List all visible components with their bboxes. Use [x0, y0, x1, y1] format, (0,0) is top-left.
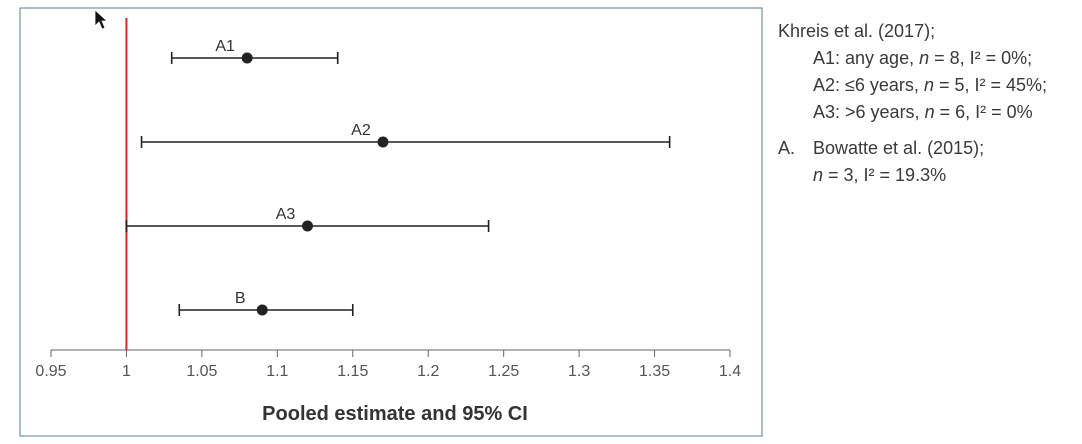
estimates: A1 A2 A3 B	[125, 38, 671, 316]
x-tick-label: 1.4	[719, 363, 741, 380]
legend-n: n	[919, 48, 930, 68]
legend-group2-title: Bowatte et al. (2015);	[813, 138, 985, 158]
x-tick-label: 1.3	[568, 363, 590, 380]
legend-group2-marker: A.	[778, 138, 796, 158]
legend-n: n	[924, 102, 935, 122]
mouse-pointer-icon	[94, 9, 109, 30]
x-tick-label: 1	[122, 363, 131, 380]
x-axis-title: Pooled estimate and 95% CI	[262, 403, 528, 425]
series-label: A2	[351, 122, 371, 139]
legend: Khreis et al. (2017); A1: any age, n = 8…	[778, 18, 1047, 189]
plot-frame	[19, 7, 763, 437]
estimate-point	[377, 136, 389, 148]
estimate-point	[302, 220, 314, 232]
x-axis: 0.95 1 1.05 1.1 1.15 1.2 1.25 1.3 1.35 1.4	[35, 349, 741, 380]
legend-group2-title-line: A. Bowatte et al. (2015);	[778, 135, 1047, 162]
x-tick-label: 1.2	[417, 363, 439, 380]
x-tick-label: 1.1	[266, 363, 288, 380]
legend-group1-title: Khreis et al. (2017);	[778, 21, 936, 41]
x-tick-label: 1.15	[337, 363, 368, 380]
legend-item-label: A3: >6 years,	[813, 102, 920, 122]
x-tick-label: 1.05	[186, 363, 217, 380]
series-label: B	[235, 290, 246, 307]
estimate-point	[256, 304, 268, 316]
series-label: A3	[276, 206, 296, 223]
legend-item-stats: = 6, I² = 0%	[934, 102, 1033, 122]
series-label: A1	[215, 38, 235, 55]
legend-n: n	[923, 75, 934, 95]
legend-group2-stats: n = 3, I² = 19.3%	[778, 162, 1047, 189]
x-tick-label: 1.25	[488, 363, 519, 380]
legend-item-a3: A3: >6 years, n = 6, I² = 0%	[778, 99, 1047, 126]
legend-item-label: A1: any age,	[813, 48, 915, 68]
legend-item-label: A2: ≤6 years,	[813, 75, 919, 95]
legend-item-a1: A1: any age, n = 8, I² = 0%;	[778, 45, 1047, 72]
legend-item-stats: = 5, I² = 45%;	[933, 75, 1048, 95]
legend-item-stats: = 8, I² = 0%;	[929, 48, 1033, 68]
legend-item-a2: A2: ≤6 years, n = 5, I² = 45%;	[778, 72, 1047, 99]
estimate-point	[241, 52, 253, 64]
legend-n: n	[813, 165, 824, 185]
x-tick-label: 1.35	[639, 363, 670, 380]
legend-item-stats: = 3, I² = 19.3%	[823, 165, 947, 185]
x-tick-label: 0.95	[35, 363, 66, 380]
